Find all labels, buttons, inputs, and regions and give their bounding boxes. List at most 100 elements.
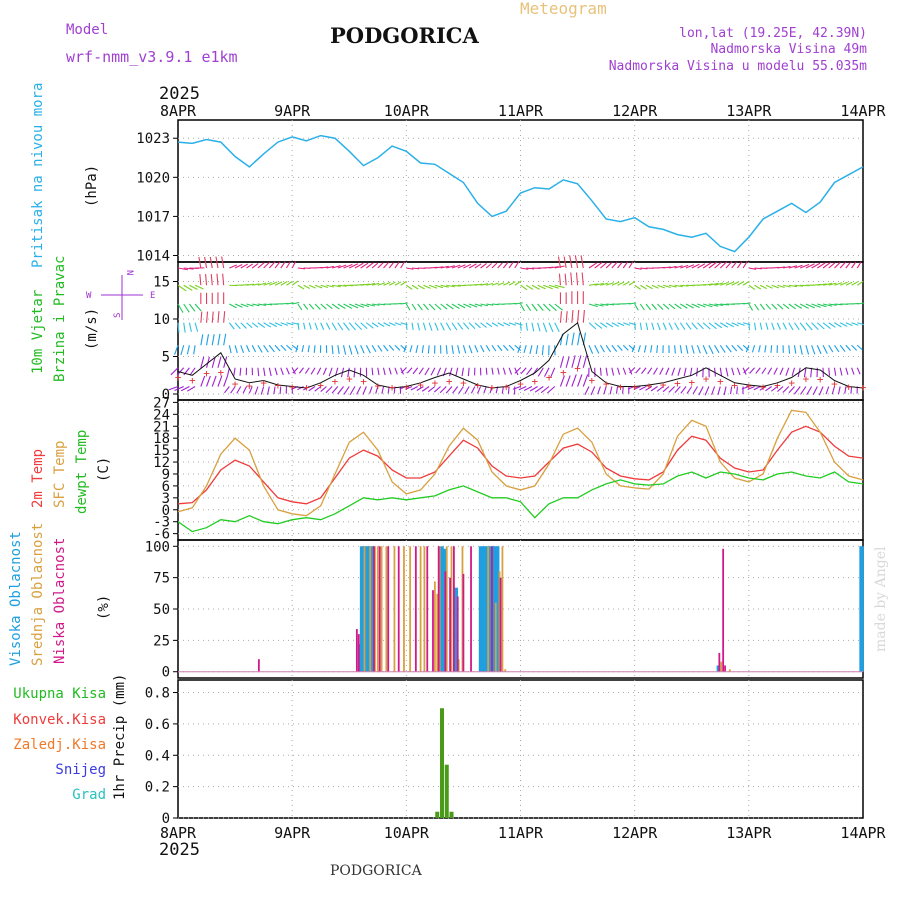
wind-arrow [451, 264, 461, 269]
wind-arrow [314, 322, 319, 331]
wind-arrow [565, 333, 569, 346]
wind-arrow [720, 322, 729, 328]
wind-arrow [785, 367, 790, 376]
wind-arrow [851, 281, 859, 286]
wind-arrow [291, 261, 297, 269]
wind-arrow [822, 322, 831, 329]
wind-arrow [388, 367, 392, 375]
wind-arrow [680, 264, 689, 269]
y-tick-label: 24 [153, 407, 170, 423]
wind-arrow [639, 386, 647, 391]
wind-arrow [743, 367, 750, 374]
x-tick-label: 13APR [726, 824, 772, 842]
high-cloud-bar [478, 546, 483, 672]
wind-arrow [457, 345, 461, 354]
wind-arrow [570, 272, 573, 286]
wind-arrow [183, 267, 194, 270]
wind-arrow [782, 322, 787, 330]
wind-arrow [590, 386, 596, 396]
wind-gust-marker: + [417, 378, 424, 391]
mid-cloud-bar [487, 546, 490, 672]
wind-arrow [704, 386, 710, 396]
mid-cloud-bar [403, 546, 405, 672]
x-tick-label: 9APR [274, 102, 311, 120]
wind-arrow [410, 386, 419, 391]
wind-arrow [394, 261, 400, 269]
low-cloud-bar [724, 665, 726, 672]
mid-cloud-bar [461, 546, 464, 672]
wind-arrow [193, 345, 196, 355]
wind-arrow [541, 345, 544, 356]
wind-arrow [343, 322, 350, 331]
wind-arrow [497, 322, 505, 327]
wind-arrow [446, 284, 456, 288]
wind-arrow [331, 265, 341, 269]
wind-arrow [641, 367, 647, 374]
wind-arrow [782, 265, 791, 269]
wind-arrow [588, 345, 594, 354]
precip-unit: 1hr Precip (mm) [112, 674, 128, 800]
wind-arrow [816, 345, 822, 355]
wind-arrow [427, 345, 430, 354]
wind-arrow [839, 367, 843, 376]
low-cloud-bar [357, 634, 360, 672]
wind-arrow [375, 386, 379, 394]
wind-arrow [297, 267, 306, 270]
wind-arrow [737, 322, 745, 326]
wind-arrow [514, 367, 521, 374]
wind-arrow [799, 263, 810, 269]
wind-arrow [451, 322, 458, 331]
wind-arrow [674, 386, 681, 394]
wind-arrow [209, 256, 213, 269]
page-title: PODGORICA [330, 23, 480, 48]
wind-arrow [753, 386, 761, 391]
wind-arrow [417, 284, 425, 290]
x-tick-labels-top: 8APR 9APR 10APR 11APR 12APR 13APR 14APR [160, 102, 887, 120]
wind-arrow [683, 367, 687, 377]
wind-arrow [851, 261, 857, 269]
temp-label-dewpt: dewpt Temp [74, 430, 90, 514]
mid-cloud-bar [385, 546, 388, 672]
wind-gust-marker: + [474, 379, 481, 392]
wind-arrow [634, 267, 642, 270]
wind-arrow [671, 367, 676, 376]
wind-arrow [857, 322, 865, 326]
wind-arrow [286, 302, 294, 305]
wind-arrow [811, 262, 821, 269]
wind-arrow [594, 303, 604, 307]
wind-arrow [254, 386, 259, 395]
wind-arrow [656, 345, 659, 354]
wind-arrow [176, 367, 185, 376]
wind-arrow [205, 311, 209, 323]
wind-arrow [574, 255, 579, 269]
low-cloud-bar [456, 596, 459, 672]
wind-arrow [337, 303, 346, 310]
wind-arrow [622, 386, 624, 394]
wind-gust-marker: + [446, 375, 453, 388]
wind-arrow [174, 385, 184, 392]
wind-arrow [691, 345, 695, 354]
wind-arrow [828, 367, 831, 376]
wind-arrow [297, 303, 303, 311]
wind-arrow [508, 367, 513, 375]
wind-arrow [274, 281, 283, 286]
wind-arrow [788, 284, 798, 288]
wind-arrow [314, 386, 322, 392]
wind-arrow [198, 256, 202, 269]
wind-arrow [534, 386, 544, 393]
wind-arrow [622, 367, 627, 375]
x-tick-label: 10APR [384, 824, 430, 842]
wind-arrow [240, 263, 249, 269]
wind-arrow [406, 284, 413, 290]
wind-arrows [168, 255, 865, 396]
wind-arrow [406, 267, 414, 270]
wind-arrow [274, 344, 281, 352]
wind-arrow [322, 367, 327, 375]
wind-arrow [588, 283, 599, 286]
wind-arrow [236, 386, 242, 394]
wind-arrow [554, 322, 560, 332]
wind-arrow [400, 367, 407, 374]
wind-arrow [656, 386, 664, 392]
wind-arrow [584, 386, 590, 395]
high-cloud-bar [359, 546, 364, 672]
